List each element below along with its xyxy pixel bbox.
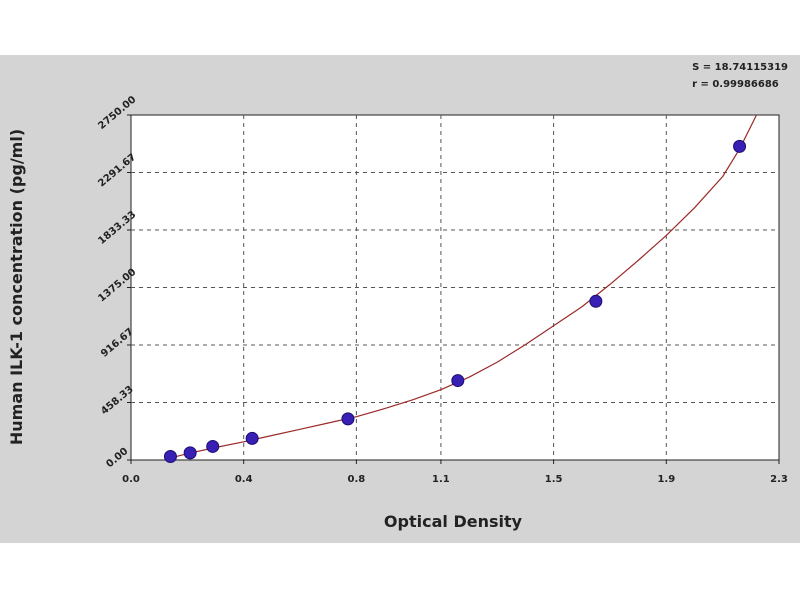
data-point xyxy=(341,412,355,426)
data-point xyxy=(245,431,259,445)
data-point xyxy=(451,374,465,388)
x-tick-label: 1.5 xyxy=(545,474,563,485)
x-tick-label: 0.8 xyxy=(348,474,366,485)
x-tick-label: 1.9 xyxy=(657,474,675,485)
grid-lines xyxy=(131,115,779,460)
y-tick-label: 916.67 xyxy=(99,326,136,359)
y-tick-label: 0.00 xyxy=(104,446,130,470)
x-tick-label: 0.0 xyxy=(122,474,140,485)
chart-figure: S = 18.74115319 r = 0.99986686 0.0 0.4 0.8… xyxy=(0,55,800,543)
fit-curve-line xyxy=(164,114,758,460)
x-tick-label: 1.1 xyxy=(432,474,450,485)
data-points xyxy=(163,139,747,463)
data-point xyxy=(163,449,177,463)
y-tick-label: 458.33 xyxy=(99,384,136,417)
x-tick-label: 2.3 xyxy=(770,474,788,485)
data-point xyxy=(733,139,747,153)
data-point xyxy=(183,446,197,460)
x-ticks: 0.0 0.4 0.8 1.1 1.5 1.9 2.3 xyxy=(122,460,788,485)
fit-statistics: S = 18.74115319 r = 0.99986686 xyxy=(692,59,788,93)
stat-s-value: S = 18.74115319 xyxy=(692,62,788,73)
fit-curve xyxy=(164,114,758,460)
chart-plot: 0.0 0.4 0.8 1.1 1.5 1.9 2.3 0.00458.33916.6713… xyxy=(7,94,788,531)
data-point xyxy=(589,294,603,308)
data-point xyxy=(206,439,220,453)
stat-r-value: r = 0.99986686 xyxy=(692,79,779,90)
x-axis-title: Optical Density xyxy=(384,512,523,531)
x-tick-label: 0.4 xyxy=(235,474,253,485)
y-axis-title: Human ILK-1 concentration (pg/ml) xyxy=(7,129,26,445)
